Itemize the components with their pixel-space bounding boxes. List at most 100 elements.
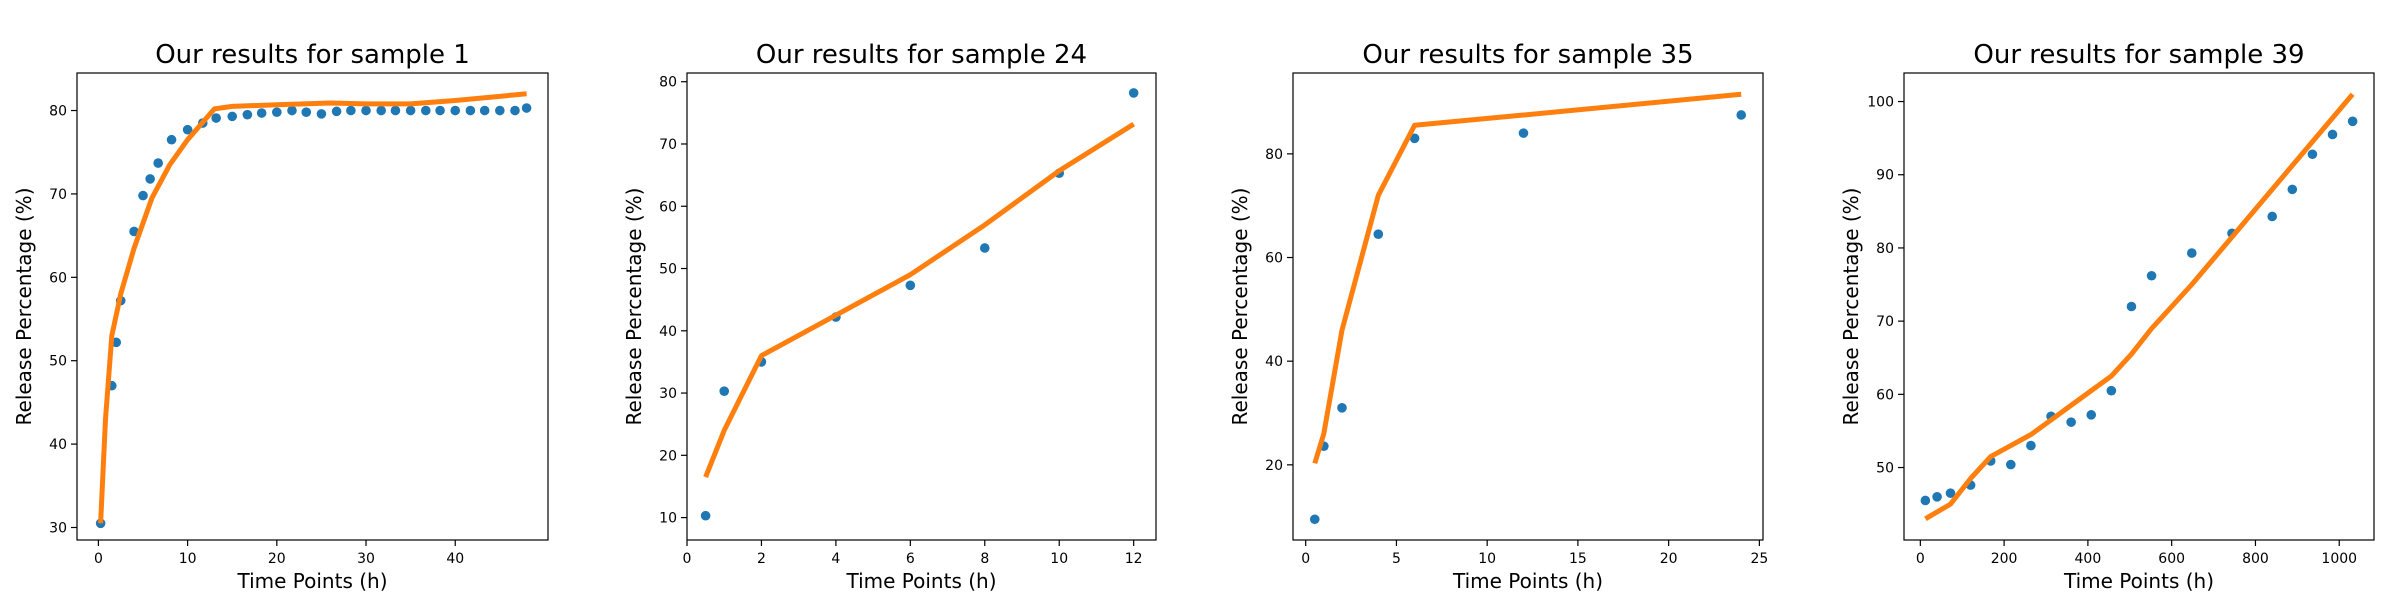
x-tick-label: 4 (831, 551, 840, 567)
chart-title: Our results for sample 24 (756, 40, 1087, 70)
data-point (256, 108, 267, 118)
data-point (2106, 385, 2117, 396)
plot-frame (76, 72, 549, 541)
fit-line (98, 91, 527, 524)
y-tick-label: 40 (659, 324, 677, 340)
y-tick-label: 60 (659, 199, 677, 215)
plot-frame (1292, 72, 1764, 541)
x-tick-label: 600 (2158, 551, 2185, 567)
data-point (1736, 110, 1747, 120)
y-tick-label: 70 (1876, 314, 1894, 330)
x-tick-label: 800 (2242, 551, 2269, 567)
data-point (1945, 488, 1956, 498)
x-tick-label: 8 (980, 551, 989, 567)
data-point (316, 109, 327, 119)
x-axis-label: Time Points (h) (1452, 569, 1603, 593)
x-tick-label: 20 (268, 551, 286, 567)
data-point (361, 105, 371, 116)
x-tick-label: 15 (1569, 551, 1587, 567)
y-tick-label: 60 (1876, 387, 1894, 403)
data-point (450, 105, 461, 116)
data-point (2146, 270, 2157, 281)
data-point (1337, 403, 1347, 413)
data-point (700, 510, 711, 521)
data-point (479, 105, 490, 116)
data-point (1128, 88, 1139, 98)
data-point (376, 105, 386, 116)
y-tick-label: 20 (1265, 458, 1283, 474)
data-point (979, 243, 990, 253)
data-point (287, 105, 297, 116)
data-point (2186, 248, 2197, 258)
fit-line (1924, 92, 2355, 521)
x-tick-label: 30 (357, 551, 375, 567)
y-tick-label: 80 (659, 75, 677, 91)
data-point (242, 109, 253, 120)
data-point (2307, 149, 2318, 160)
y-tick-label: 80 (1876, 241, 1894, 257)
x-tick-label: 12 (1125, 551, 1143, 567)
data-point (1518, 128, 1529, 138)
x-tick-label: 10 (179, 551, 197, 567)
data-point (182, 124, 193, 135)
x-axis-label: Time Points (h) (2063, 569, 2214, 593)
x-tick-label: 0 (1301, 551, 1310, 567)
y-tick-label: 10 (659, 511, 677, 527)
chart-title: Our results for sample 1 (155, 40, 470, 70)
y-axis-label: Release Percentage (%) (12, 188, 36, 426)
x-tick-label: 400 (2075, 551, 2102, 567)
chart-title: Our results for sample 35 (1362, 40, 1693, 70)
data-point (346, 105, 356, 116)
data-point (2066, 417, 2076, 427)
y-tick-label: 60 (49, 270, 67, 286)
data-point (905, 280, 916, 291)
data-point (301, 107, 312, 117)
y-tick-label: 30 (49, 520, 67, 536)
data-point (521, 103, 532, 113)
chart-panel-3: Our results for sample 35 Time Points (h)… (1228, 40, 1768, 593)
y-axis-label: Release Percentage (%) (622, 188, 646, 426)
data-point (405, 105, 416, 116)
y-tick-label: 80 (1265, 147, 1283, 163)
data-point (153, 158, 163, 168)
y-tick-label: 70 (659, 137, 677, 153)
x-tick-label: 10 (1050, 551, 1068, 567)
data-point (2287, 184, 2298, 195)
plot-frame (1903, 72, 2375, 541)
chart-title: Our results for sample 39 (1973, 40, 2304, 70)
data-point (331, 106, 342, 117)
chart-panel-2: Our results for sample 24 Time Points (h)… (622, 40, 1157, 593)
x-tick-label: 40 (446, 551, 464, 567)
fit-line (1312, 91, 1742, 465)
data-point (420, 105, 431, 116)
y-axis-label: Release Percentage (%) (1839, 188, 1863, 426)
y-tick-label: 50 (659, 262, 677, 278)
data-point (1373, 229, 1384, 239)
data-point (129, 226, 139, 237)
data-point (719, 386, 730, 396)
y-tick-label: 30 (659, 386, 677, 402)
data-point (465, 105, 476, 116)
data-point (1920, 495, 1931, 506)
x-axis-label: Time Points (h) (236, 569, 387, 593)
data-point (2086, 410, 2097, 420)
chart-panel-4: Our results for sample 39 Time Points (h)… (1839, 40, 2375, 593)
x-tick-label: 20 (1660, 551, 1678, 567)
y-tick-label: 100 (1867, 95, 1894, 111)
x-tick-label: 2 (757, 551, 766, 567)
data-point (2327, 129, 2338, 140)
data-point (166, 134, 177, 145)
data-point (1409, 133, 1420, 144)
y-tick-label: 60 (1265, 251, 1283, 267)
data-point (211, 113, 221, 123)
y-tick-label: 20 (659, 448, 677, 464)
data-point (2267, 211, 2278, 222)
x-tick-label: 25 (1750, 551, 1768, 567)
x-tick-label: 5 (1392, 551, 1401, 567)
y-tick-label: 90 (1876, 168, 1894, 184)
data-point (1309, 514, 1320, 525)
data-point (1932, 492, 1942, 502)
data-point (2006, 459, 2016, 470)
data-point (2126, 301, 2137, 312)
